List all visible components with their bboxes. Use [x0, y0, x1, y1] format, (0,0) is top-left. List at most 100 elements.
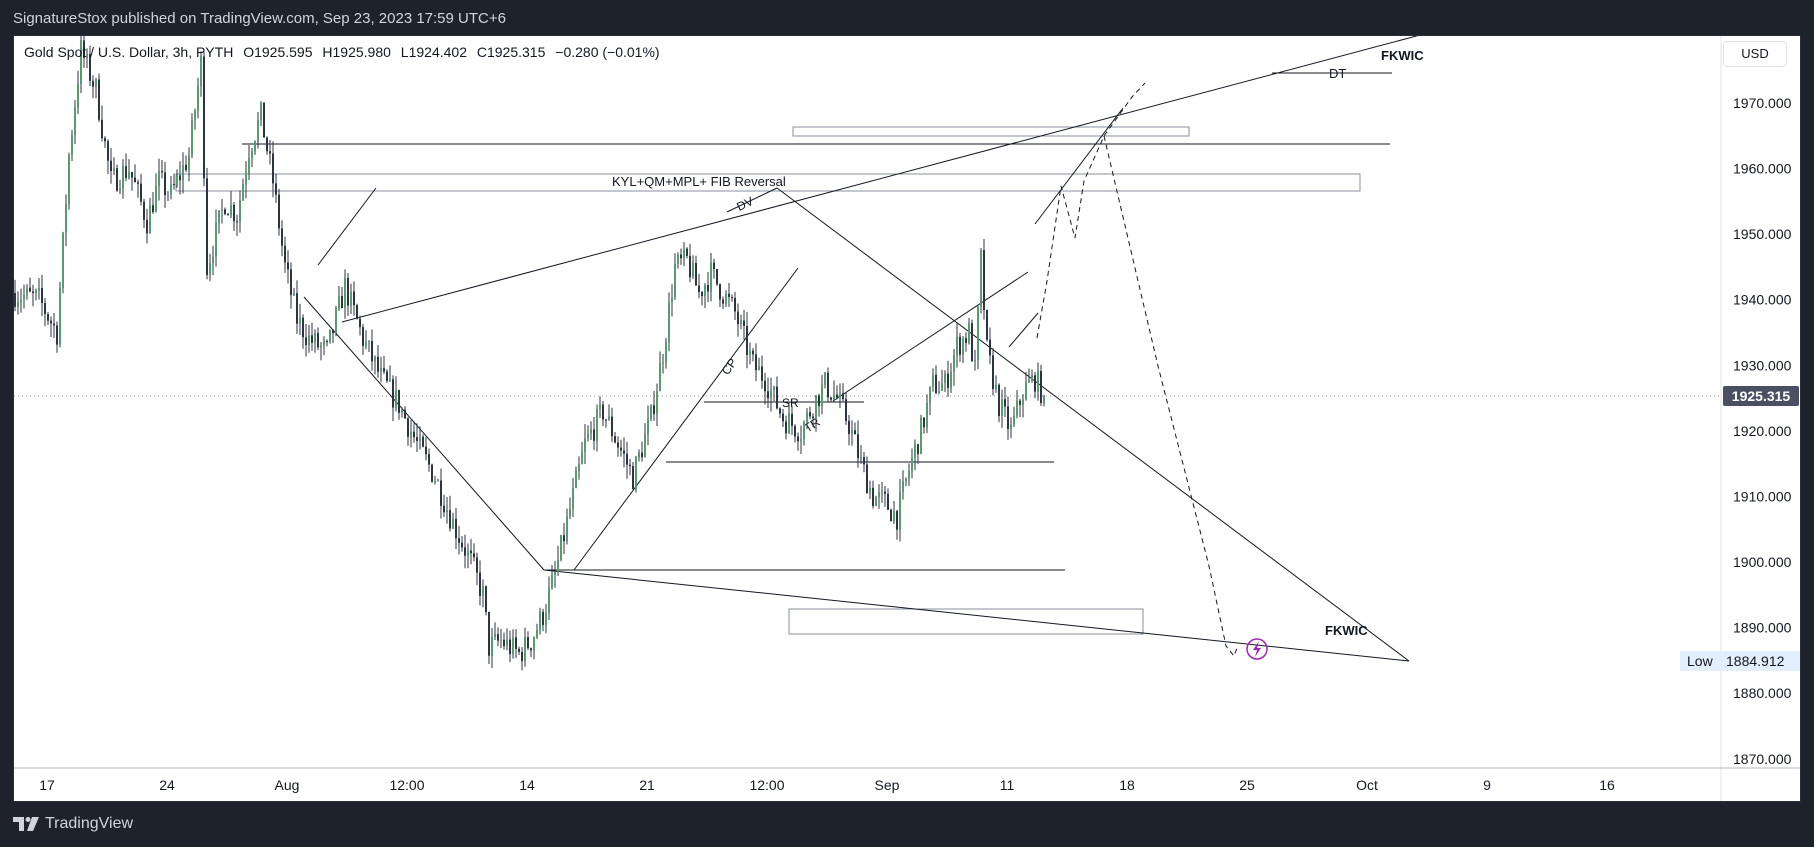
candle-body [698, 285, 700, 292]
candle-body [185, 164, 187, 171]
candle-body [158, 171, 160, 187]
candle-body [995, 384, 997, 390]
candle-body [908, 470, 910, 479]
candle-body [386, 371, 388, 382]
candle-body [812, 416, 814, 419]
time-tick-label: 16 [1599, 777, 1615, 793]
candle-body [14, 293, 16, 307]
candle-body [896, 510, 898, 530]
candle-body [593, 429, 595, 441]
change-value: −0.280 (−0.01%) [555, 44, 660, 60]
candle-body [599, 404, 601, 409]
candle-body [41, 288, 43, 304]
candle-body [254, 141, 256, 152]
candle-body [935, 374, 937, 394]
candle-body [797, 436, 799, 442]
candle-body [434, 480, 436, 482]
candle-body [869, 487, 871, 494]
candle-body [194, 110, 196, 121]
currency-button[interactable]: USD [1723, 41, 1787, 67]
candle-body [644, 433, 646, 458]
candle-body [668, 302, 670, 343]
candle-body [917, 444, 919, 455]
price-chart[interactable]: KYL+QM+MPL+ FIB ReversalDTFKWICDVCPSRTRF… [14, 36, 1800, 801]
candle-body [44, 303, 46, 315]
candle-body [227, 214, 229, 216]
candle-body [182, 164, 184, 181]
candle-body [356, 305, 358, 319]
candle-body [752, 350, 754, 355]
candle-body [665, 342, 667, 363]
candle-body [59, 287, 61, 345]
candle-body [629, 464, 631, 467]
candle-body [950, 372, 952, 388]
candle-body [275, 183, 277, 195]
candle-body [140, 183, 142, 202]
candle-body [488, 612, 490, 656]
candle-body [257, 120, 259, 142]
candle-body [1010, 424, 1012, 429]
candle-body [374, 356, 376, 362]
candle-body [632, 466, 634, 490]
candle-body [155, 186, 157, 213]
candle-body [614, 436, 616, 443]
time-tick-label: 21 [639, 777, 655, 793]
candle-body [623, 450, 625, 454]
projected-path-up [1036, 82, 1146, 339]
chart-area[interactable]: KYL+QM+MPL+ FIB Reversal DT FKWIC DV CP SR TR F… [13, 35, 1801, 802]
candle-body [830, 397, 832, 400]
candle-body [836, 394, 838, 398]
symbol-label[interactable]: Gold Spot / U.S. Dollar, 3h, PYTH [24, 44, 234, 60]
candle-body [578, 463, 580, 471]
candle-body [929, 386, 931, 404]
candle-body [662, 362, 664, 364]
candle-body [458, 538, 460, 543]
candle-body [971, 323, 973, 362]
candle-body [938, 390, 940, 394]
candle-body [1025, 382, 1027, 400]
candle-body [203, 56, 205, 179]
candle-body [641, 452, 643, 458]
dt-label: DT [1329, 66, 1346, 81]
candles-layer [14, 36, 1045, 671]
candle-body [761, 366, 763, 381]
candle-body [326, 341, 328, 343]
candle-body [755, 354, 757, 371]
candle-body [956, 336, 958, 355]
cp-line [573, 267, 799, 571]
candle-body [527, 636, 529, 649]
candle-body [545, 612, 547, 625]
candle-body [878, 492, 880, 498]
candle-body [503, 639, 505, 647]
candle-body [260, 102, 262, 121]
candle-body [653, 405, 655, 415]
candle-body [611, 416, 613, 437]
candle-body [707, 285, 709, 292]
candle-body [743, 320, 745, 326]
candle-body [803, 422, 805, 440]
price-tick-label: 1940.000 [1733, 292, 1792, 308]
candle-body [494, 633, 496, 638]
candle-body [542, 611, 544, 625]
candle-body [437, 480, 439, 482]
candle-body [992, 355, 994, 390]
candle-body [953, 354, 955, 373]
candle-body [113, 168, 115, 172]
candle-body [1037, 370, 1039, 392]
candle-body [911, 457, 913, 471]
candle-body [497, 633, 499, 641]
candle-body [983, 250, 985, 311]
candle-body [251, 151, 253, 159]
candle-body [860, 457, 862, 459]
candle-body [224, 209, 226, 215]
fib-reversal-label: KYL+QM+MPL+ FIB Reversal [612, 174, 786, 189]
tradingview-icon [13, 817, 39, 831]
candle-body [620, 447, 622, 451]
candle-body [287, 262, 289, 270]
candle-body [365, 342, 367, 346]
tradingview-logo[interactable]: TradingView [13, 814, 133, 834]
candle-body [650, 405, 652, 419]
candle-body [314, 333, 316, 343]
candle-body [239, 200, 241, 222]
candle-body [794, 425, 796, 437]
